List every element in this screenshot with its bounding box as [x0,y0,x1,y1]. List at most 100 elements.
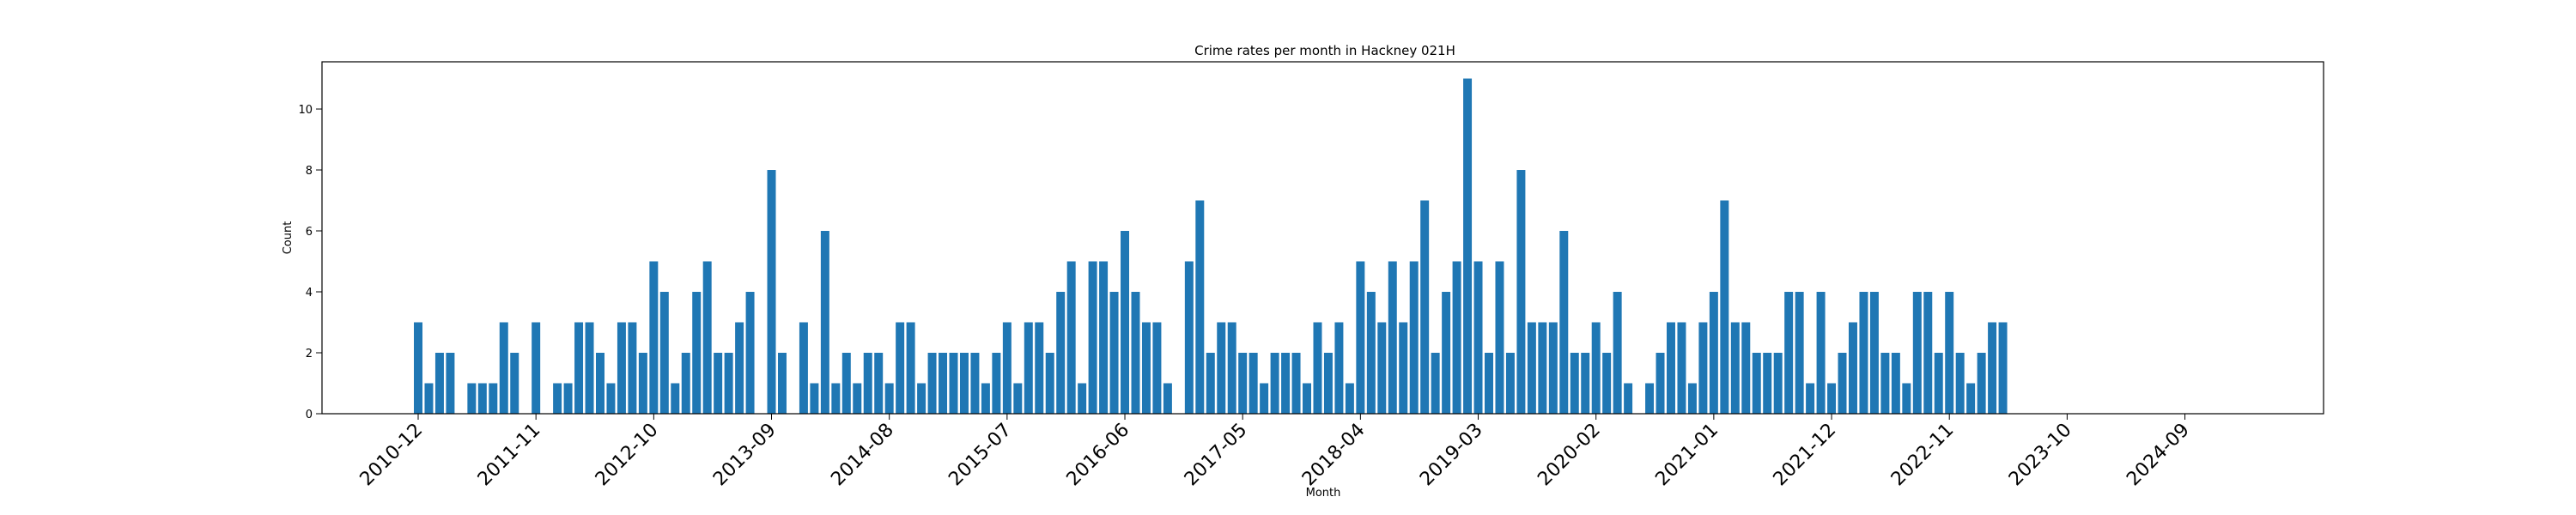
bar-2013-06 [735,322,744,414]
bar-2016-05 [1109,292,1119,414]
bar-2013-05 [724,353,733,414]
bar-2018-12 [1442,292,1451,414]
bar-2013-02 [692,292,702,414]
bar-2021-05 [1752,353,1761,414]
bar-2017-07 [1260,383,1269,414]
bar-2014-05 [853,383,862,414]
bar-2020-09 [1667,322,1675,414]
bar-2021-02 [1720,200,1729,414]
bar-2011-08 [499,322,508,414]
bar-2011-03 [446,353,455,414]
bar-2017-06 [1249,353,1258,414]
bar-2017-11 [1303,383,1311,414]
ytick-label: 2 [306,348,313,360]
bar-2022-03 [1859,292,1868,414]
bar-2016-04 [1099,261,1109,414]
xtick-label: 2010-12 [356,420,428,491]
bar-2017-09 [1281,353,1291,414]
bar-2018-02 [1334,322,1344,414]
bar-2022-01 [1838,353,1847,414]
bar-2017-10 [1291,353,1301,414]
bar-2015-12 [1056,292,1066,414]
bar-2015-01 [939,353,948,414]
bar-2019-03 [1473,261,1483,414]
xtick-label: 2015-07 [945,420,1016,491]
bar-2012-03 [574,322,584,414]
bar-2016-08 [1141,322,1151,414]
bars-group [414,78,2008,415]
bar-2016-10 [1163,383,1172,414]
bar-2013-07 [745,292,755,414]
bar-2015-02 [949,353,958,414]
y-axis: 0 2 4 6 8 10 [298,104,322,421]
bar-2016-02 [1078,383,1087,414]
bar-2019-12 [1570,353,1579,414]
bar-2015-05 [981,383,990,414]
bar-2015-03 [959,353,969,414]
bar-2020-05 [1624,383,1633,414]
bar-2018-03 [1345,383,1354,414]
ytick-label: 4 [306,287,313,300]
xtick-label: 2020-02 [1534,420,1605,491]
bar-2021-06 [1763,353,1772,414]
xtick-label: 2014-08 [827,420,898,491]
bar-2017-02 [1206,353,1215,414]
bar-2020-04 [1613,292,1622,414]
xtick-label: 2017-05 [1181,420,1252,491]
bar-2016-07 [1131,292,1140,414]
bar-2012-04 [585,322,594,414]
bar-2011-07 [489,383,498,414]
bar-2019-07 [1516,170,1526,414]
bar-2012-09 [638,353,647,414]
bar-2021-07 [1773,353,1783,414]
bar-2016-03 [1088,261,1097,414]
x-axis-label: Month [1306,487,1341,500]
bar-2020-03 [1602,353,1612,414]
bar-2017-04 [1227,322,1236,414]
bar-2022-11 [1945,292,1954,414]
bar-2015-10 [1035,322,1044,414]
bar-2015-11 [1045,353,1054,414]
xtick-label: 2018-04 [1298,420,1370,491]
bar-2012-11 [659,292,669,414]
ytick-label: 8 [306,165,313,178]
xtick-label: 2021-12 [1770,420,1841,491]
bar-2015-09 [1024,322,1033,414]
bar-2012-02 [563,383,573,414]
bar-2017-12 [1313,322,1322,414]
bar-2016-01 [1066,261,1076,414]
bar-2021-04 [1741,322,1751,414]
bar-2018-04 [1356,261,1365,414]
bar-2019-08 [1527,322,1536,414]
bar-2014-07 [874,353,884,414]
bar-2015-08 [1013,383,1023,414]
bar-2021-01 [1709,292,1718,414]
bar-2022-09 [1923,292,1933,414]
ytick-label: 10 [298,104,313,117]
bar-2013-12 [799,322,808,414]
xtick-label: 2021-01 [1651,420,1722,491]
bar-2015-04 [970,353,980,414]
bar-2022-05 [1880,353,1890,414]
bar-2015-06 [992,353,1001,414]
bar-2023-03 [1988,322,1997,414]
bar-2014-03 [831,383,841,414]
ytick-label: 6 [306,226,313,239]
y-axis-label: Count [282,221,295,255]
bar-2022-08 [1912,292,1922,414]
bar-2010-12 [414,322,422,414]
bar-2022-02 [1848,322,1857,414]
bar-2018-05 [1366,292,1376,414]
bar-2020-08 [1656,353,1665,414]
bar-2020-10 [1677,322,1686,414]
bar-2020-12 [1698,322,1708,414]
bar-2019-02 [1463,78,1473,415]
xtick-label: 2023-10 [2005,420,2076,491]
bar-2021-03 [1730,322,1740,414]
xtick-label: 2024-09 [2123,420,2194,491]
bar-2022-06 [1891,353,1900,414]
bar-2014-09 [896,322,905,414]
bar-2017-01 [1195,200,1205,414]
bar-2016-12 [1184,261,1194,414]
bar-2012-12 [671,383,680,414]
